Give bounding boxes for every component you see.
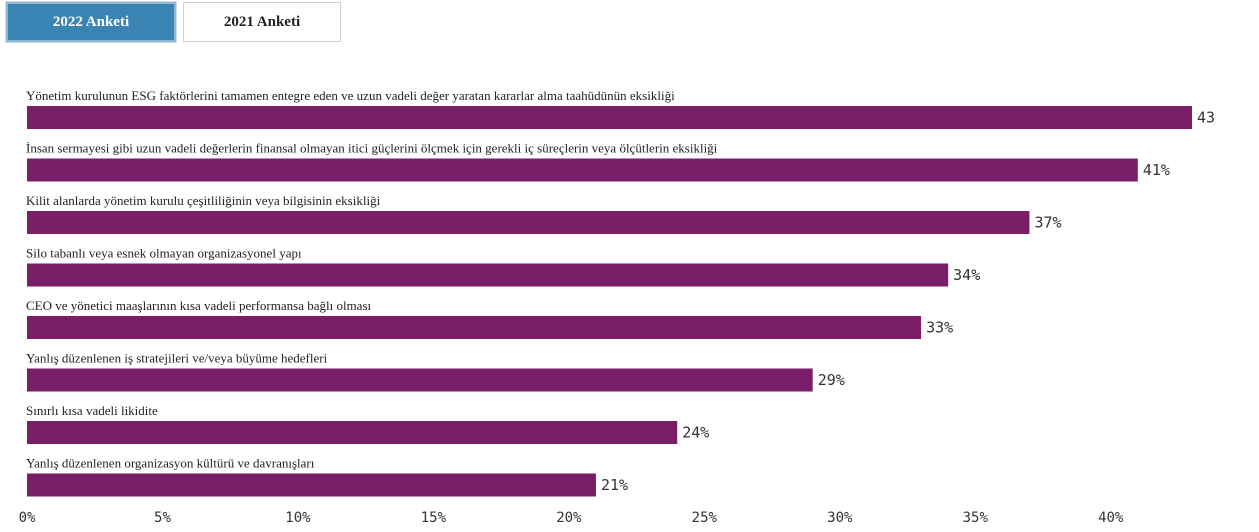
category-label: Kilit alanlarda yönetim kurulu çeşitlili…: [26, 193, 381, 208]
x-tick-label: 30%: [827, 510, 853, 526]
survey-tabs: 2022 Anketi 2021 Anketi: [6, 2, 341, 42]
x-tick-label: 40%: [1098, 510, 1124, 526]
category-label: İnsan sermayesi gibi uzun vadeli değerle…: [26, 141, 718, 156]
bar[interactable]: [27, 368, 813, 392]
value-label: 24%: [682, 424, 709, 442]
bar[interactable]: [27, 473, 596, 497]
category-label: Yanlış düzenlenen organizasyon kültürü v…: [26, 456, 315, 471]
value-label: 43: [1197, 109, 1215, 127]
bar[interactable]: [27, 263, 949, 287]
bar[interactable]: [27, 158, 1138, 182]
value-label: 41%: [1143, 161, 1170, 179]
bar[interactable]: [27, 211, 1030, 234]
category-label: Silo tabanlı veya esnek olmayan organiza…: [26, 246, 302, 261]
x-tick-label: 10%: [285, 510, 311, 526]
bar[interactable]: [27, 421, 678, 444]
value-label: 37%: [1034, 214, 1061, 232]
value-label: 33%: [926, 319, 953, 337]
x-tick-label: 0%: [19, 510, 36, 526]
category-label: Yanlış düzenlenen iş stratejileri ve/vey…: [26, 351, 328, 366]
x-tick-label: 5%: [154, 510, 171, 526]
bar[interactable]: [27, 316, 922, 339]
x-tick-label: 25%: [692, 510, 718, 526]
category-label: CEO ve yönetici maaşlarının kısa vadeli …: [26, 298, 372, 313]
bar[interactable]: [27, 106, 1192, 129]
tab-2022-survey[interactable]: 2022 Anketi: [6, 2, 176, 42]
x-tick-label: 15%: [421, 510, 447, 526]
value-label: 21%: [601, 476, 628, 494]
category-label: Yönetim kurulunun ESG faktörlerini tamam…: [26, 88, 675, 103]
x-tick-label: 35%: [963, 510, 989, 526]
value-label: 34%: [953, 266, 980, 284]
x-tick-label: 20%: [556, 510, 582, 526]
tab-2021-survey[interactable]: 2021 Anketi: [183, 2, 341, 42]
value-label: 29%: [818, 371, 845, 389]
category-label: Sınırlı kısa vadeli likidite: [26, 403, 158, 418]
